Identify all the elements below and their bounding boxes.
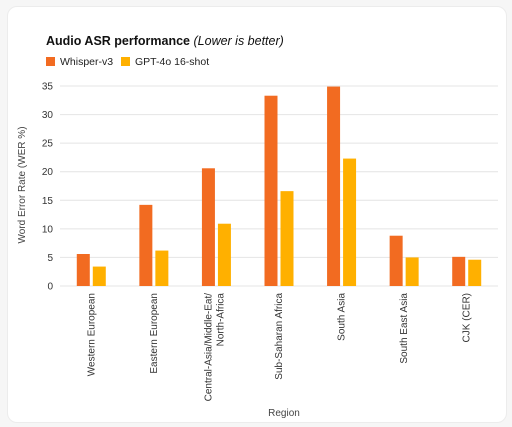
bar-whisper xyxy=(139,204,153,286)
x-category-label: South East Asia xyxy=(399,293,410,364)
legend-label-gpt4o: GPT-4o 16-shot xyxy=(135,56,210,68)
bar-gpt4o xyxy=(280,191,294,286)
chart-subtitle: (Lower is better) xyxy=(193,34,284,48)
y-tick-label: 25 xyxy=(42,139,54,150)
gridlines xyxy=(60,85,498,287)
chart-card xyxy=(7,6,507,423)
bar-gpt4o xyxy=(343,158,357,286)
x-category-label: Sub-Saharan Africa xyxy=(274,293,285,380)
x-category-label: Central-Asia/Middle-Eat/North-Africa xyxy=(203,293,226,402)
x-category-label: Eastern European xyxy=(149,293,160,374)
bar-whisper xyxy=(327,86,341,286)
y-tick-label: 5 xyxy=(47,253,53,264)
y-axis-label: Word Error Rate (WER %) xyxy=(17,126,28,243)
bar-gpt4o xyxy=(155,250,169,286)
y-axis-ticks: 0 5 10 15 20 25 30 35 xyxy=(42,82,54,293)
bar-whisper xyxy=(76,254,90,286)
legend-item-gpt4o: GPT-4o 16-shot xyxy=(121,56,209,68)
bar-gpt4o xyxy=(405,257,419,286)
bar-gpt4o xyxy=(468,259,482,286)
y-tick-label: 15 xyxy=(42,196,54,207)
bar-whisper xyxy=(389,235,403,286)
x-axis-categories: Western European Eastern European Central-… xyxy=(86,293,472,402)
y-tick-label: 30 xyxy=(42,110,54,121)
chart-title: Audio ASR performance (Lower is better) xyxy=(46,34,284,48)
y-tick-label: 10 xyxy=(42,224,54,235)
legend-swatch-gpt4o xyxy=(121,57,130,66)
legend-label-whisper: Whisper-v3 xyxy=(60,56,114,68)
bar-whisper xyxy=(264,95,278,286)
legend-item-whisper: Whisper-v3 xyxy=(46,56,113,68)
x-category-label: CJK (CER) xyxy=(462,293,473,342)
x-axis-label: Region xyxy=(268,408,300,419)
chart-title-text: Audio ASR performance xyxy=(46,34,191,48)
x-category-label: South Asia xyxy=(337,293,348,341)
bar-gpt4o xyxy=(217,223,231,286)
bar-whisper xyxy=(201,168,215,286)
bars xyxy=(76,86,482,286)
y-tick-label: 0 xyxy=(47,282,53,293)
y-tick-label: 35 xyxy=(42,82,54,93)
bar-whisper xyxy=(452,256,466,286)
legend-swatch-whisper xyxy=(46,57,55,66)
bar-gpt4o xyxy=(92,266,106,286)
y-tick-label: 20 xyxy=(42,167,54,178)
x-category-label: Western European xyxy=(86,293,97,376)
